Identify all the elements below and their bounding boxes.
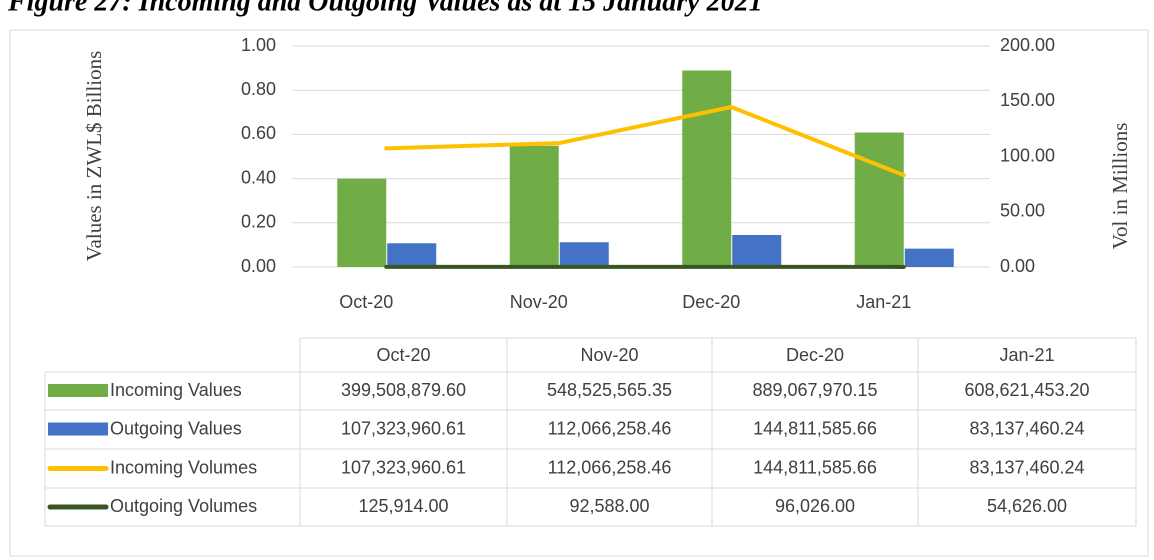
table-header: Jan-21	[999, 345, 1054, 365]
y2-tick-label: 0.00	[1000, 256, 1035, 276]
table-cell: 83,137,460.24	[969, 457, 1084, 477]
legend-label: Outgoing Values	[110, 418, 242, 438]
table-cell: 144,811,585.66	[753, 418, 877, 438]
y-tick-label: 0.60	[241, 123, 276, 143]
bar	[904, 248, 954, 267]
table-cell: 107,323,960.61	[341, 418, 466, 438]
bar	[732, 234, 782, 267]
bar	[854, 132, 904, 267]
bar	[509, 145, 559, 267]
x-tick-label: Oct-20	[339, 292, 393, 312]
table-cell: 112,066,258.46	[548, 457, 672, 477]
legend-label: Incoming Values	[110, 380, 242, 400]
table-cell: 96,026.00	[775, 496, 855, 516]
x-tick-label: Nov-20	[510, 292, 568, 312]
legend-label: Outgoing Volumes	[110, 496, 257, 516]
table-cell: 107,323,960.61	[341, 457, 466, 477]
y2-tick-label: 100.00	[1000, 145, 1055, 165]
y-tick-label: 1.00	[241, 35, 276, 55]
table-cell: 399,508,879.60	[341, 380, 466, 400]
table-cell: 125,914.00	[358, 496, 448, 516]
y2-tick-label: 50.00	[1000, 201, 1045, 221]
table-cell: 889,067,970.15	[752, 380, 877, 400]
table-cell: 608,621,453.20	[964, 380, 1089, 400]
x-tick-label: Jan-21	[856, 292, 911, 312]
chart-frame	[9, 29, 1149, 557]
y-tick-label: 0.20	[241, 212, 276, 232]
y2-tick-label: 150.00	[1000, 90, 1055, 110]
x-tick-label: Dec-20	[682, 292, 740, 312]
legend-swatch	[48, 422, 108, 436]
legend-label: Incoming Volumes	[110, 457, 257, 477]
chart-title: Figure 27: Incoming and Outgoing Values …	[7, 0, 763, 17]
bar	[682, 70, 732, 267]
table-cell: 144,811,585.66	[753, 457, 877, 477]
table-header: Oct-20	[376, 345, 430, 365]
line-series	[384, 104, 906, 178]
table-cell: 54,626.00	[987, 496, 1067, 516]
table-cell: 83,137,460.24	[969, 418, 1084, 438]
table-header: Dec-20	[786, 345, 844, 365]
table-header: Nov-20	[580, 345, 638, 365]
legend-swatch	[48, 384, 108, 397]
y-tick-label: 0.80	[241, 79, 276, 99]
y2-axis-title: Vol in Millions	[1108, 123, 1132, 250]
table-cell: 92,588.00	[569, 496, 649, 516]
table-cell: 112,066,258.46	[548, 418, 672, 438]
y-tick-label: 0.00	[241, 256, 276, 276]
bar	[387, 243, 437, 267]
y-tick-label: 0.40	[241, 167, 276, 187]
y2-tick-label: 200.00	[1000, 35, 1055, 55]
y-axis-title: Values in ZWL$ Billions	[82, 51, 106, 262]
table-cell: 548,525,565.35	[547, 380, 672, 400]
bar	[559, 242, 609, 267]
bar	[337, 178, 387, 267]
